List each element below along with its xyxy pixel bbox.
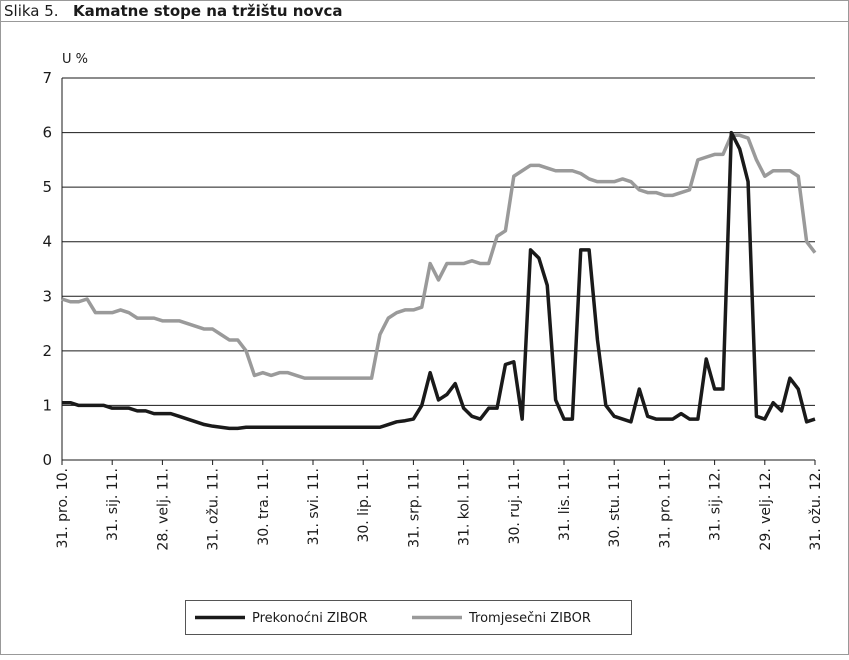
x-tick-label: 31. lis. 11.	[557, 468, 573, 541]
x-tick-label: 30. stu. 11.	[607, 468, 623, 548]
x-tick-label: 28. velj. 11.	[155, 468, 171, 551]
y-tick-label: 5	[42, 178, 52, 196]
y-axis-label: U %	[62, 52, 88, 67]
figure-label: Slika 5.	[4, 2, 59, 20]
x-tick-label: 31. kol. 11.	[457, 468, 473, 546]
legend-label: Tromjesečni ZIBOR	[468, 611, 591, 626]
y-tick-label: 0	[42, 451, 52, 469]
x-tick-label: 31. sij. 11.	[105, 468, 121, 541]
series-line	[61, 133, 817, 380]
y-tick-label: 6	[42, 124, 52, 142]
y-tick-label: 1	[42, 396, 52, 414]
x-tick-label: 31. pro. 11.	[657, 468, 673, 549]
x-tick-label: 31. srp. 11.	[406, 468, 422, 548]
y-tick-label: 2	[42, 342, 52, 360]
x-tick-label: 31. ožu. 12.	[808, 468, 824, 551]
chart-title: Kamatne stope na tržištu novca	[73, 2, 343, 20]
x-tick-label: 30. lip. 11.	[356, 468, 372, 543]
x-tick-label: 29. velj. 12.	[758, 468, 774, 551]
x-tick-label: 30. ruj. 11.	[507, 468, 523, 544]
x-tick-label: 30. tra. 11.	[256, 468, 272, 546]
x-tick-label: 31. svi. 11.	[306, 468, 322, 545]
x-tick-label: 31. pro. 10.	[55, 468, 71, 549]
legend	[185, 600, 632, 635]
x-tick-label: 31. sij. 12.	[708, 468, 724, 541]
y-tick-label: 3	[42, 287, 52, 305]
x-tick-label: 31. ožu. 11.	[206, 468, 222, 551]
series-line	[62, 130, 816, 431]
legend-label: Prekonoćni ZIBOR	[252, 611, 368, 626]
y-tick-label: 4	[42, 233, 52, 251]
y-tick-label: 7	[42, 69, 52, 87]
